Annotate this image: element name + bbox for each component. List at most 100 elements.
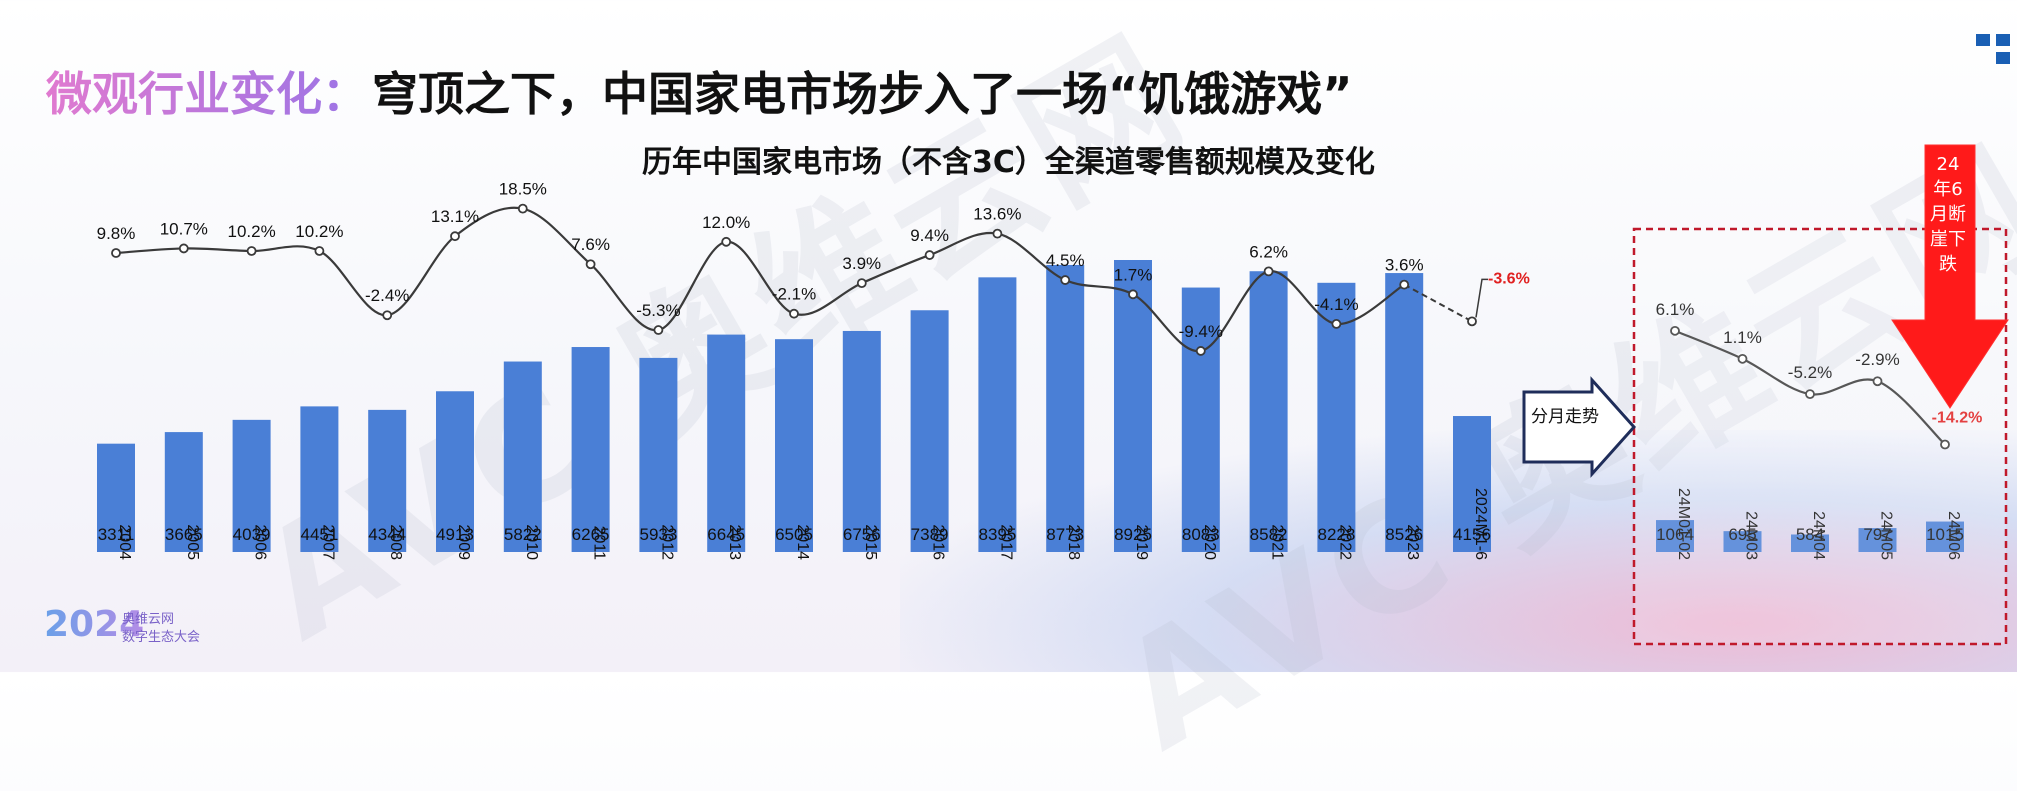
bar-value-label: 4451 xyxy=(300,525,338,544)
x-tick-label: 2011 xyxy=(591,526,608,561)
bar-2020 xyxy=(1181,287,1220,552)
growth-point xyxy=(585,259,596,270)
x-tick-label: 24M03 xyxy=(1743,511,1760,560)
bar-24M04 xyxy=(1791,534,1829,552)
monthly-growth-point xyxy=(1670,325,1680,336)
growth-point xyxy=(1331,319,1342,329)
monthly-growth-point xyxy=(1805,389,1815,400)
bar-2008 xyxy=(368,409,407,552)
x-tick-label: 2012 xyxy=(658,524,675,560)
growth-point xyxy=(1128,289,1138,300)
bar-value-label: 5933 xyxy=(639,525,677,544)
x-tick-label: 2014 xyxy=(794,524,811,560)
x-tick-label: 2019 xyxy=(1133,524,1150,560)
monthly-growth-label: 6.1% xyxy=(1656,300,1695,319)
monthly-arrow-label: 分月走势 xyxy=(1531,407,1599,427)
x-tick-label: 2007 xyxy=(319,524,336,560)
bar-value-label: 797 xyxy=(1863,525,1891,544)
page-title: 穹顶之下，中国家电市场步入了一场“饥饿游戏” xyxy=(372,67,1353,121)
bar-2015 xyxy=(842,330,881,552)
growth-point xyxy=(992,228,1003,239)
growth-label: -5.3% xyxy=(636,301,680,320)
growth-line xyxy=(111,203,1950,450)
bar-2016 xyxy=(910,310,949,552)
bar-value-label: 6756 xyxy=(843,525,881,544)
bar-value-label: 1064 xyxy=(1656,525,1694,544)
growth-line-dashed-segment xyxy=(1403,283,1473,323)
bar-value-label: 8773 xyxy=(1046,525,1084,544)
monthly-growth-point xyxy=(1872,376,1883,387)
bar-value-label: 4039 xyxy=(233,525,271,544)
x-tick-label: 24M04 xyxy=(1810,511,1827,560)
bar-2024M1-6 xyxy=(1453,416,1491,552)
bar-2017 xyxy=(978,277,1017,552)
bar-value-label: 6505 xyxy=(775,525,813,544)
growth-point xyxy=(789,308,799,319)
growth-label: 7.6% xyxy=(571,235,610,254)
growth-point xyxy=(1467,316,1477,327)
monthly-growth-label: -5.2% xyxy=(1788,363,1832,382)
x-tick-label: 2013 xyxy=(726,524,743,560)
growth-label: 1.7% xyxy=(1114,265,1153,284)
bar-value-label: 584 xyxy=(1796,525,1824,544)
bar-2009 xyxy=(436,391,474,552)
growth-label: -3.6% xyxy=(1488,270,1530,287)
bar-24M03 xyxy=(1723,531,1762,552)
growth-label: 6.2% xyxy=(1249,242,1288,261)
red-drop-arrow xyxy=(1891,144,2009,409)
growth-label: 3.9% xyxy=(842,254,881,273)
monthly-growth-label: -2.9% xyxy=(1855,350,1899,369)
growth-label: -2.4% xyxy=(365,286,409,305)
bar-value-label: 8395 xyxy=(978,525,1016,544)
growth-label: 13.1% xyxy=(431,207,479,226)
monthly-trend-arrow xyxy=(1522,376,1637,478)
bar-value-label: 5822 xyxy=(504,525,542,544)
x-tick-label: 2009 xyxy=(455,524,472,560)
x-tick-label: 2020 xyxy=(1201,524,1218,560)
growth-point xyxy=(517,203,528,214)
growth-label: -9.4% xyxy=(1179,322,1223,341)
x-tick-label: 2018 xyxy=(1065,524,1082,560)
bar-2014 xyxy=(775,339,813,552)
x-tick-label: 2010 xyxy=(523,524,540,560)
growth-point xyxy=(856,278,867,289)
monthly-growth-label: -14.2% xyxy=(1932,410,1983,427)
growth-point xyxy=(653,325,664,335)
growth-label: 13.6% xyxy=(973,205,1021,224)
growth-label: 10.2% xyxy=(227,222,275,241)
x-tick-label: 2017 xyxy=(997,524,1014,560)
growth-label: 18.5% xyxy=(499,180,547,199)
x-tick-label: 2005 xyxy=(184,524,201,560)
event-name-line1: 奥维云网 xyxy=(122,612,175,627)
bar-value-label: 1015 xyxy=(1926,525,1964,544)
bar-value-label: 4344 xyxy=(368,525,406,544)
growth-label: 3.6% xyxy=(1385,256,1424,275)
bar-2007 xyxy=(300,406,339,552)
chart-title: 历年中国家电市场（不含3C）全渠道零售额规模及变化 xyxy=(642,145,1375,180)
growth-point xyxy=(382,310,393,321)
drop-callout-label: 24年6月断崖下跌 xyxy=(1930,154,1966,275)
bar-value-label: 4913 xyxy=(436,525,474,544)
event-name-line2: 数字生态大会 xyxy=(122,630,201,645)
x-tick-label: 2023 xyxy=(1404,524,1421,560)
bar-2012 xyxy=(639,357,678,552)
bar-value-label: 6265 xyxy=(572,525,610,544)
x-tick-label: 2006 xyxy=(252,524,269,560)
bar-value-label: 7389 xyxy=(911,525,949,544)
x-tick-label: 24M01-02 xyxy=(1675,488,1692,560)
x-tick-label: 2015 xyxy=(862,524,879,560)
bar-2019 xyxy=(1114,260,1152,552)
growth-point xyxy=(178,243,189,254)
growth-label: -2.1% xyxy=(772,285,816,304)
growth-label: 9.4% xyxy=(910,226,949,245)
growth-point xyxy=(1060,275,1071,285)
bar-value-label: 8526 xyxy=(1385,525,1423,544)
bar-value-label: 8228 xyxy=(1317,525,1355,544)
event-year: 2024 xyxy=(44,604,145,645)
bar-2005 xyxy=(164,432,203,552)
bar-2023 xyxy=(1385,273,1424,552)
bar-value-label: 3665 xyxy=(165,525,203,544)
bar-value-label: 8582 xyxy=(1250,525,1288,544)
bar-2006 xyxy=(232,419,271,552)
